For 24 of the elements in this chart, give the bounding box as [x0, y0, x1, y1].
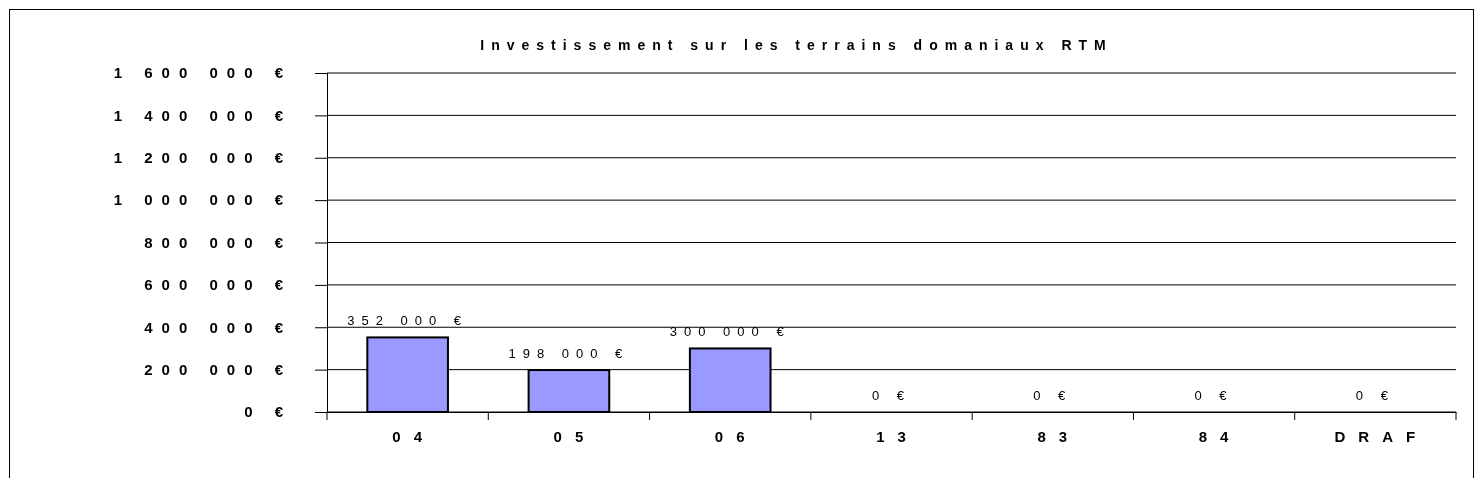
x-tick-label: 06 — [714, 428, 758, 445]
data-label: 198 000 € — [508, 346, 630, 362]
x-tick-label: 84 — [1198, 428, 1242, 445]
x-tick-label: 13 — [876, 428, 919, 445]
data-label: 300 000 € — [669, 324, 791, 340]
y-tick-label: 1 600 000 € — [113, 64, 292, 82]
x-tick-label: 83 — [1037, 428, 1081, 445]
y-tick-label: 1 000 000 € — [113, 191, 292, 209]
y-tick-label: 0 € — [244, 403, 292, 421]
y-tick-label: 800 000 € — [144, 233, 292, 251]
x-tick-label: 05 — [553, 428, 597, 445]
data-label: 0 € — [871, 388, 912, 403]
y-tick-label: 1 200 000 € — [113, 149, 292, 167]
x-tick-label: 04 — [392, 428, 435, 445]
data-label: 352 000 € — [347, 313, 469, 329]
x-tick-label: DRAF — [1334, 428, 1429, 445]
data-label: 0 € — [1033, 388, 1073, 403]
y-tick-label: 200 000 € — [144, 360, 292, 378]
data-label: 0 € — [1194, 388, 1234, 403]
chart-title: Investissement sur les terrains domaniaux RTM — [480, 37, 1113, 53]
data-label: 0 € — [1355, 388, 1395, 403]
y-tick-label: 600 000 € — [144, 276, 292, 294]
y-tick-label: 400 000 € — [144, 318, 292, 336]
y-tick-label: 1 400 000 € — [113, 106, 292, 124]
